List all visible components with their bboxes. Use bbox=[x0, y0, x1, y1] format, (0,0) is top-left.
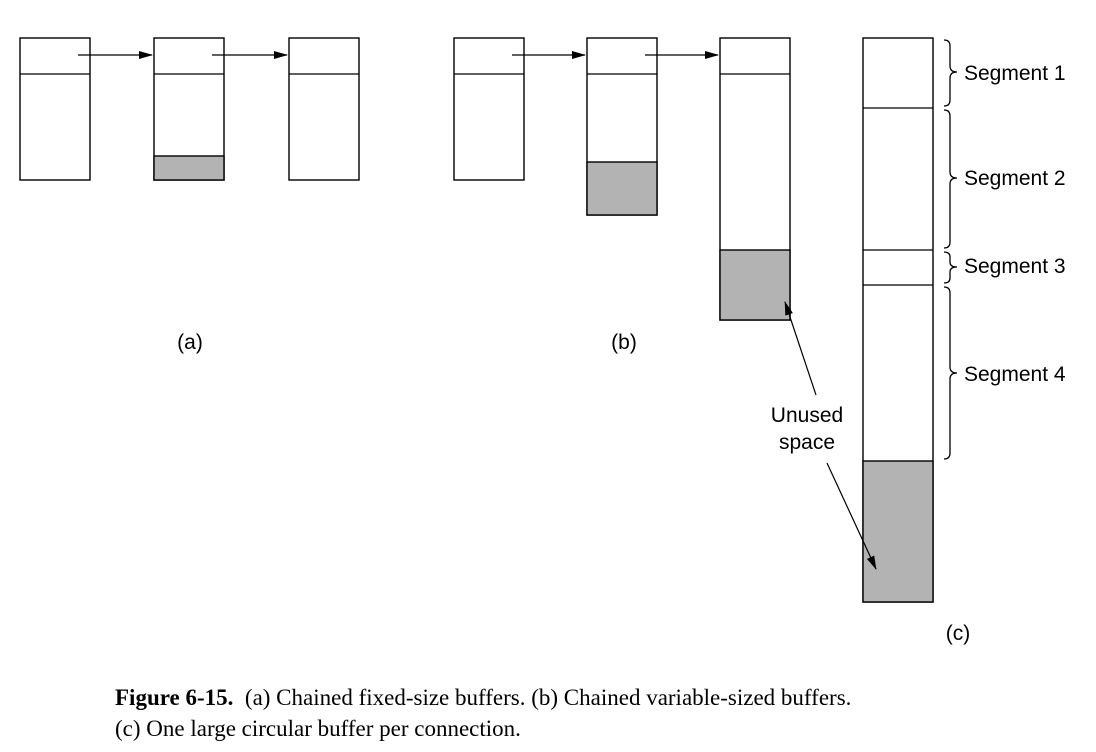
variable-buffer-3-unused-space bbox=[719, 249, 791, 321]
figure-caption: Figure 6-15. (a) Chained fixed-size buff… bbox=[115, 682, 851, 744]
unused-arrow-down bbox=[826, 462, 877, 570]
segment-3-brace bbox=[943, 251, 958, 284]
figure-number: Figure 6-15. bbox=[115, 685, 234, 710]
fixed-buffer-1 bbox=[19, 37, 91, 181]
panel-c-circular-buffer: Segment 1 Segment 2 Segment 3 Segment 4 bbox=[862, 37, 1066, 603]
panel-a-fixed-buffers bbox=[19, 37, 360, 181]
panel-a-label: (a) bbox=[177, 331, 203, 354]
fixed-buffer-3 bbox=[288, 37, 360, 181]
caption-line-1: Figure 6-15. (a) Chained fixed-size buff… bbox=[115, 682, 851, 713]
segment-4-label: Segment 4 bbox=[964, 363, 1066, 386]
segment-2-label: Segment 2 bbox=[964, 167, 1066, 190]
panel-c-label: (c) bbox=[946, 622, 971, 645]
variable-buffer-2-unused-space bbox=[586, 161, 658, 216]
caption-line-2: (c) One large circular buffer per connec… bbox=[115, 716, 521, 741]
panel-b-variable-buffers bbox=[453, 37, 791, 321]
unused-arrow-up bbox=[784, 301, 817, 396]
unused-label-line1: Unused bbox=[771, 404, 843, 427]
segment-1-brace bbox=[943, 39, 958, 107]
segment-4-brace bbox=[943, 286, 958, 460]
unused-space-annotation: Unused space bbox=[771, 301, 877, 570]
variable-buffer-1 bbox=[453, 37, 525, 181]
panel-b-label: (b) bbox=[611, 331, 637, 354]
caption-text-1: (a) Chained fixed-size buffers. (b) Chai… bbox=[244, 685, 852, 710]
fixed-buffer-2-unused-space bbox=[153, 155, 225, 181]
circular-buffer-unused-space bbox=[862, 460, 934, 603]
segment-1-label: Segment 1 bbox=[964, 62, 1066, 85]
unused-label-line2: space bbox=[779, 431, 835, 454]
segment-2-brace bbox=[943, 109, 958, 249]
buffer-diagram: Segment 1 Segment 2 Segment 3 Segment 4 … bbox=[19, 37, 1066, 645]
segment-3-label: Segment 3 bbox=[964, 255, 1066, 278]
